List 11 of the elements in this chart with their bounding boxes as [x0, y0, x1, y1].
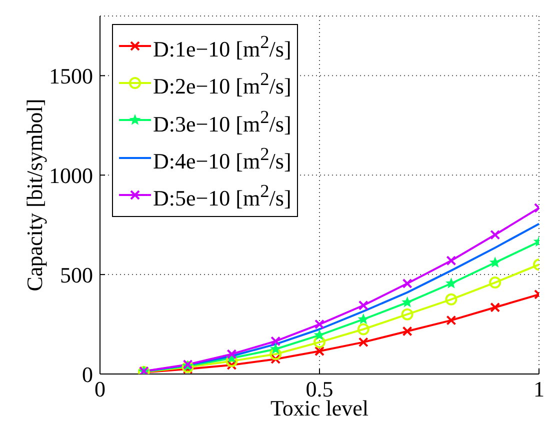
legend-label: D:2e−10 [m$^{2}$/s] [153, 68, 292, 101]
y-tick-label: 1000 [49, 162, 93, 188]
x-axis-title: Toxic level [270, 396, 369, 421]
y-tick-label: 1500 [49, 63, 93, 88]
legend-label: D:1e−10 [m$^{2}$/s] [153, 31, 292, 64]
x-tick-label: 1 [534, 376, 544, 402]
legend-label: D:3e−10 [m$^{2}$/s] [153, 106, 292, 138]
legend-label: D:5e−10 [m$^{2}$/s] [153, 180, 292, 213]
y-tick-label: 500 [60, 262, 93, 288]
y-axis-title: Capacity [bit/symbol] [22, 98, 47, 292]
legend-label: D:4e−10 [m$^{2}$/s] [153, 142, 292, 176]
